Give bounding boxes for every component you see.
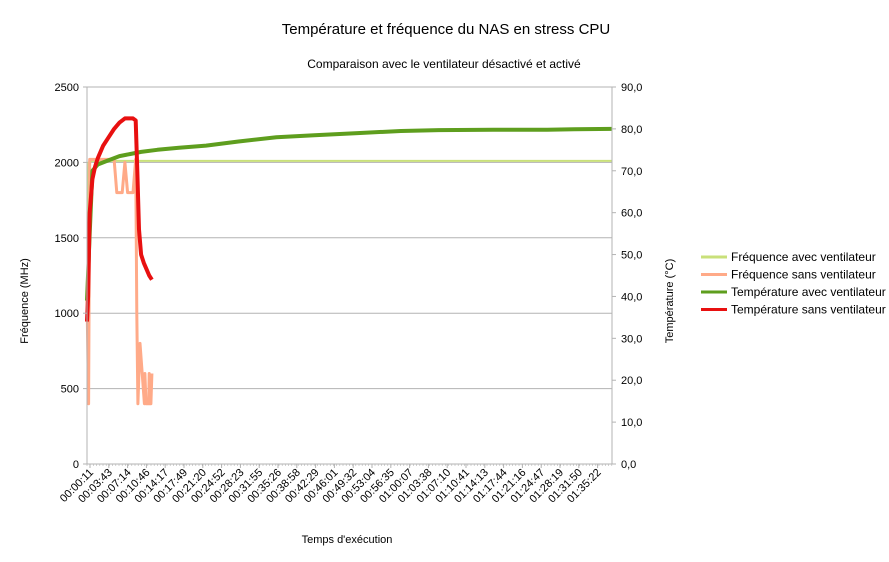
legend-label: Fréquence avec ventilateur <box>731 250 876 264</box>
chart-title: Température et fréquence du NAS en stres… <box>282 21 611 38</box>
y-right-ticks: 0,0 10,0 20,0 30,0 40,0 50,0 60,0 70,0 80,0 90,0 <box>612 82 642 471</box>
y-right-tick-label: 40,0 <box>621 291 642 303</box>
y-left-tick-label: 1000 <box>55 308 79 320</box>
y-right-tick-label: 30,0 <box>621 333 642 345</box>
y-right-tick-label: 0,0 <box>621 459 636 471</box>
x-axis-label: Temps d'exécution <box>302 534 393 546</box>
y-left-tick-label: 2500 <box>55 82 79 94</box>
y-left-tick-label: 500 <box>61 384 79 396</box>
series-line <box>86 159 612 314</box>
y-right-tick-label: 80,0 <box>621 124 642 136</box>
y-left-tick-label: 1500 <box>55 233 79 245</box>
y-right-tick-label: 10,0 <box>621 417 642 429</box>
y-right-tick-label: 20,0 <box>621 375 642 387</box>
y-right-tick-label: 70,0 <box>621 166 642 178</box>
gridlines <box>87 86 612 465</box>
series-line <box>85 126 613 301</box>
series-line <box>85 116 154 322</box>
y-axis-right-label: Température (°C) <box>664 259 676 343</box>
y-right-tick-label: 60,0 <box>621 208 642 220</box>
y-right-tick-label: 50,0 <box>621 250 642 262</box>
y-left-tick-label: 2000 <box>55 157 79 169</box>
legend: Fréquence avec ventilateur Fréquence sans… <box>701 250 886 317</box>
legend-label: Température avec ventilateur <box>731 285 886 299</box>
y-left-ticks: 0 500 1000 1500 2000 2500 <box>55 82 87 471</box>
legend-label: Fréquence sans ventilateur <box>731 268 876 282</box>
series-line <box>85 157 154 406</box>
y-right-tick-label: 90,0 <box>621 82 642 94</box>
y-left-tick-label: 0 <box>73 459 79 471</box>
chart-subtitle: Comparaison avec le ventilateur désactiv… <box>307 57 581 71</box>
plot-area <box>85 116 613 406</box>
x-ticks: 00:00:1100:03:4300:07:1400:10:4600:14:17… <box>58 464 613 505</box>
axes <box>86 87 613 465</box>
legend-label: Température sans ventilateur <box>731 303 886 317</box>
y-axis-left-label: Fréquence (MHz) <box>19 258 31 344</box>
